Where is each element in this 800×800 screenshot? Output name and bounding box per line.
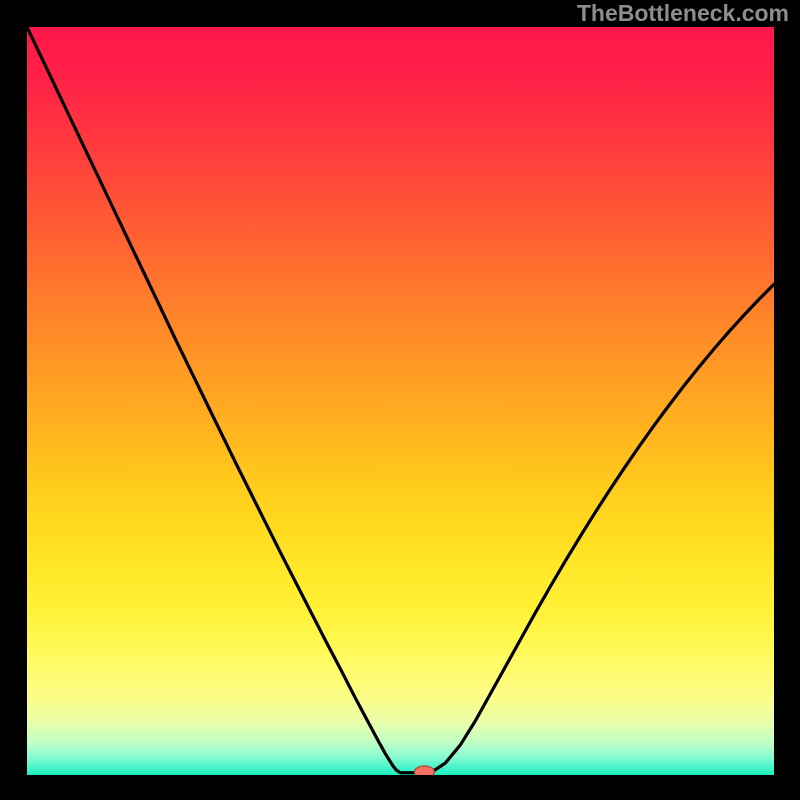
chart-gradient-bg [27, 27, 774, 775]
watermark-text: TheBottleneck.com [577, 0, 789, 27]
bottleneck-chart [0, 0, 800, 800]
chart-container: TheBottleneck.com [0, 0, 800, 800]
